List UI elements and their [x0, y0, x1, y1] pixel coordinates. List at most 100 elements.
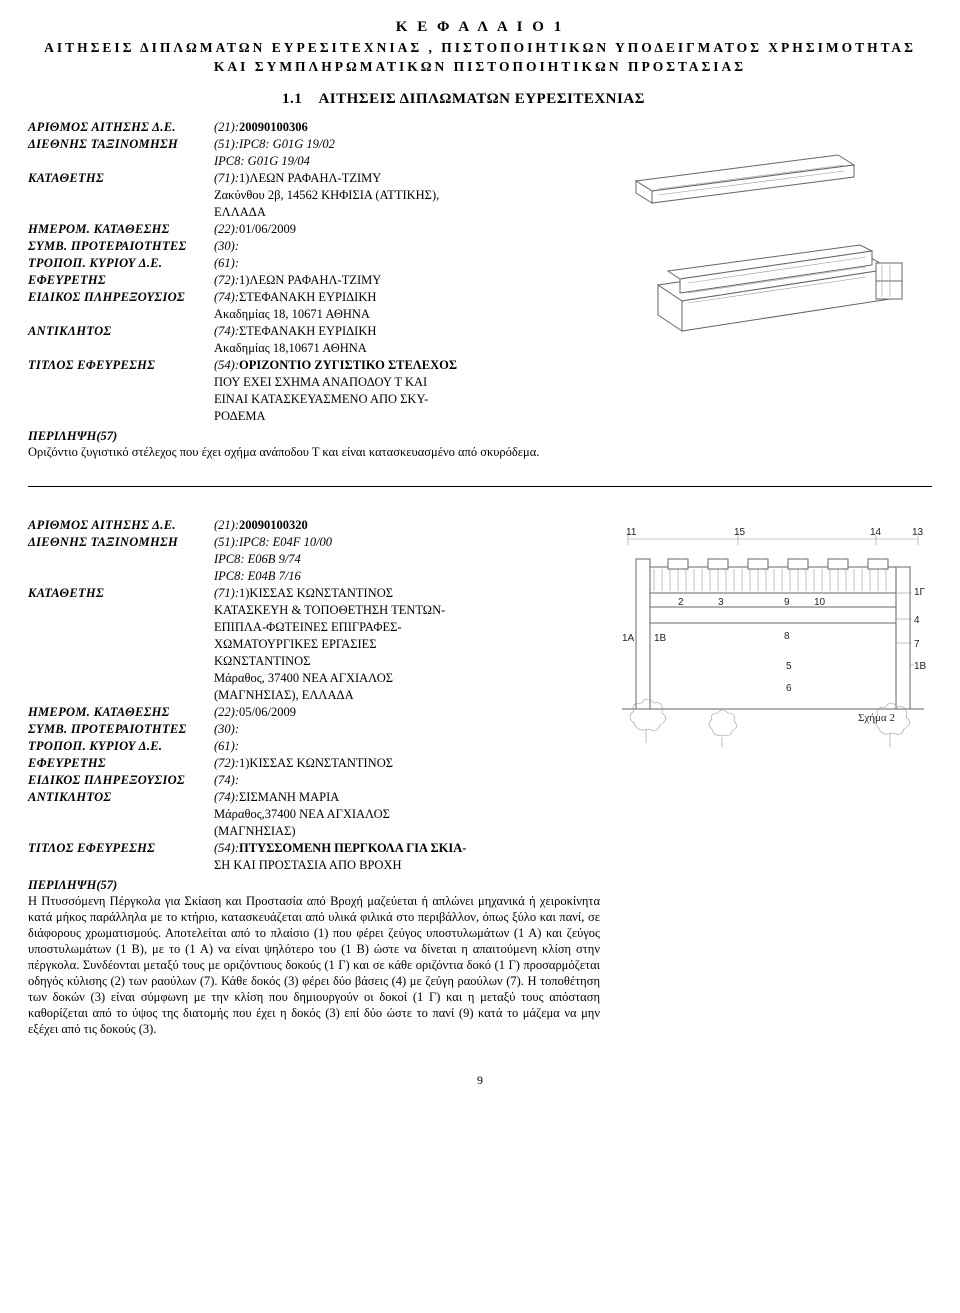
fig2-n1G: 1Γ	[914, 587, 926, 598]
entry1-inventor: 1)ΛΕΩΝ ΡΑΦΑΗΛ-ΤΖΙΜΥ	[239, 273, 381, 287]
fig2-n2: 2	[678, 597, 684, 608]
code-22: (22):	[214, 222, 239, 236]
fig2-n11: 11	[626, 527, 637, 538]
fig2-n7: 7	[914, 639, 920, 650]
entry2-inventor: 1)ΚΙΣΣΑΣ ΚΩΝΣΤΑΝΤΙΝΟΣ	[239, 756, 393, 770]
entry1-applicant1: 1)ΛΕΩΝ ΡΑΦΑΗΛ-ΤΖΙΜΥ	[239, 171, 381, 185]
entry2-filing-date: 05/06/2009	[239, 705, 296, 719]
entry2-ipc2: IPC8: E06B 9/74	[214, 552, 301, 566]
fig2-n15: 15	[734, 527, 746, 538]
code-72: (72):	[214, 273, 239, 287]
chapter-line2: ΑΙΤΗΣΕΙΣ ΔΙΠΛΩΜΑΤΩΝ ΕΥΡΕΣΙΤΕΧΝΙΑΣ , ΠΙΣΤ…	[28, 39, 932, 56]
code-71-2: (71):	[214, 586, 239, 600]
entry2-applicant7: (ΜΑΓΝΗΣΙΑΣ), ΕΛΛΑΔΑ	[214, 687, 600, 703]
fig2-n3: 3	[718, 597, 724, 608]
entry2-app-no: 20090100320	[239, 518, 308, 532]
chapter-header: Κ Ε Φ Α Λ Α Ι Ο 1 ΑΙΤΗΣΕΙΣ ΔΙΠΛΩΜΑΤΩΝ ΕΥ…	[28, 18, 932, 76]
entry1-ipc2: IPC8: G01G 19/04	[214, 154, 310, 168]
entry1-app-no: 20090100306	[239, 120, 308, 134]
section-number: 1.1	[282, 91, 302, 107]
label-priority: ΣΥΜΒ. ΠΡΟΤΕΡΑΙΟΤΗΤΕΣ	[28, 238, 214, 254]
entry1-abstract: Οριζόντιο ζυγιστικό στέλεχος που έχει σχ…	[28, 444, 600, 460]
fig2-n1A: 1Α	[622, 633, 635, 644]
entry2-applicant2: ΚΑΤΑΣΚΕΥΗ & ΤΟΠΟΘΕΤΗΣΗ ΤΕΝΤΩΝ-	[214, 602, 600, 618]
label-rep-2: ΑΝΤΙΚΛΗΤΟΣ	[28, 789, 214, 805]
chapter-line1: Κ Ε Φ Α Λ Α Ι Ο 1	[28, 18, 932, 37]
label-main-amend-2: ΤΡΟΠΟΠ. ΚΥΡΙΟΥ Δ.Ε.	[28, 738, 214, 754]
entry2-applicant3: ΕΠΙΠΛΑ-ΦΩΤΕΙΝΕΣ ΕΠΙΓΡΑΦΕΣ-	[214, 619, 600, 635]
figure-iso-beam	[618, 125, 918, 385]
entry1-agent2: Ακαδημίας 18, 10671 ΑΘΗΝΑ	[214, 306, 600, 322]
entry2-abstract: Η Πτυσσόμενη Πέργκολα για Σκίαση και Προ…	[28, 893, 600, 1037]
code-61-2: (61):	[214, 739, 239, 753]
code-51-2: (51):	[214, 535, 239, 549]
label-title: ΤΙΤΛΟΣ ΕΦΕΥΡΕΣΗΣ	[28, 357, 214, 373]
label-priority-2: ΣΥΜΒ. ΠΡΟΤΕΡΑΙΟΤΗΤΕΣ	[28, 721, 214, 737]
entry1-title3: ΕΙΝΑΙ ΚΑΤΑΣΚΕΥΑΣΜΕΝΟ ΑΠΟ ΣΚΥ-	[214, 391, 600, 407]
fig2-n13: 13	[912, 527, 924, 538]
entry2-rep1: ΣΙΣΜΑΝΗ ΜΑΡΙΑ	[239, 790, 339, 804]
patent-entry-1: ΑΡΙΘΜΟΣ ΑΙΤΗΣΗΣ Δ.Ε. (21):20090100306 ΔΙ…	[28, 119, 932, 460]
label-abstract: ΠΕΡΙΛΗΨΗ(57)	[28, 428, 600, 444]
fig2-n10: 10	[814, 597, 826, 608]
code-22-2: (22):	[214, 705, 239, 719]
entry1-figure	[618, 119, 932, 460]
chapter-line3: ΚΑΙ ΣΥΜΠΛΗΡΩΜΑΤΙΚΩΝ ΠΙΣΤΟΠΟΙΗΤΙΚΩΝ ΠΡΟΣΤ…	[28, 58, 932, 75]
entry2-figure: 11 15 14 13	[618, 517, 932, 1037]
entry2-rep2: Μάραθος,37400 ΝΕΑ ΑΓΧΙΑΛΟΣ	[214, 806, 600, 822]
label-abstract-2: ΠΕΡΙΛΗΨΗ(57)	[28, 877, 600, 893]
label-agent-2: ΕΙΔΙΚΟΣ ΠΛΗΡΕΞΟΥΣΙΟΣ	[28, 772, 214, 788]
page-number: 9	[28, 1073, 932, 1088]
entry2-ipc1: IPC8: E04F 10/00	[239, 535, 332, 549]
label-app-no: ΑΡΙΘΜΟΣ ΑΙΤΗΣΗΣ Δ.Ε.	[28, 119, 214, 135]
entry2-applicant1: 1)ΚΙΣΣΑΣ ΚΩΝΣΤΑΝΤΙΝΟΣ	[239, 586, 393, 600]
code-30-2: (30):	[214, 722, 239, 736]
code-74a-2: (74):	[214, 773, 239, 787]
section-title: 1.1 ΑΙΤΗΣΕΙΣ ΔΙΠΛΩΜΑΤΩΝ ΕΥΡΕΣΙΤΕΧΝΙΑΣ	[282, 90, 932, 109]
label-inventor-2: ΕΦΕΥΡΕΤΗΣ	[28, 755, 214, 771]
entry1-title1: ΟΡΙΖΟΝΤΙΟ ΖΥΓΙΣΤΙΚΟ ΣΤΕΛΕΧΟΣ	[239, 358, 457, 372]
code-54-2: (54):	[214, 841, 239, 855]
entry1-applicant2: Ζακύνθου 2β, 14562 ΚΗΦΙΣΙΑ (ΑΤΤΙΚΗΣ),	[214, 187, 600, 203]
label-main-amend: ΤΡΟΠΟΠ. ΚΥΡΙΟΥ Δ.Ε.	[28, 255, 214, 271]
fig2-n6: 6	[786, 683, 792, 694]
label-app-no-2: ΑΡΙΘΜΟΣ ΑΙΤΗΣΗΣ Δ.Ε.	[28, 517, 214, 533]
label-title-2: ΤΙΤΛΟΣ ΕΦΕΥΡΕΣΗΣ	[28, 840, 214, 856]
code-74b: (74):	[214, 324, 239, 338]
label-agent: ΕΙΔΙΚΟΣ ΠΛΗΡΕΞΟΥΣΙΟΣ	[28, 289, 214, 305]
fig2-n9: 9	[784, 597, 790, 608]
entry2-title2: ΣΗ ΚΑΙ ΠΡΟΣΤΑΣΙΑ ΑΠΟ ΒΡΟΧΗ	[214, 857, 600, 873]
label-int-class-2: ΔΙΕΘΝΗΣ ΤΑΞΙΝΟΜΗΣΗ	[28, 534, 214, 550]
code-72-2: (72):	[214, 756, 239, 770]
entry1-title4: ΡΟΔΕΜΑ	[214, 408, 600, 424]
label-filing-date-2: ΗΜΕΡΟΜ. ΚΑΤΑΘΕΣΗΣ	[28, 704, 214, 720]
fig2-n8: 8	[784, 631, 790, 642]
separator-rule	[28, 486, 932, 487]
label-rep: ΑΝΤΙΚΛΗΤΟΣ	[28, 323, 214, 339]
fig2-n1B-l: 1Β	[654, 633, 667, 644]
entry2-rep3: (ΜΑΓΝΗΣΙΑΣ)	[214, 823, 600, 839]
entry1-ipc1: IPC8: G01G 19/02	[239, 137, 335, 151]
code-54: (54):	[214, 358, 239, 372]
label-applicant: ΚΑΤΑΘΕΤΗΣ	[28, 170, 214, 186]
label-inventor: ΕΦΕΥΡΕΤΗΣ	[28, 272, 214, 288]
entry2-title1: ΠΤΥΣΣΟΜΕΝΗ ΠΕΡΓΚΟΛΑ ΓΙΑ ΣΚΙΑ-	[239, 841, 466, 855]
fig2-n4: 4	[914, 615, 920, 626]
fig2-n14: 14	[870, 527, 882, 538]
section-name: ΑΙΤΗΣΕΙΣ ΔΙΠΛΩΜΑΤΩΝ ΕΥΡΕΣΙΤΕΧΝΙΑΣ	[318, 91, 645, 107]
entry2-ipc3: IPC8: E04B 7/16	[214, 569, 301, 583]
code-21: (21):	[214, 120, 239, 134]
code-71: (71):	[214, 171, 239, 185]
entry1-title2: ΠΟΥ ΕΧΕΙ ΣΧΗΜΑ ΑΝΑΠΟΔΟΥ Τ ΚΑΙ	[214, 374, 600, 390]
code-30: (30):	[214, 239, 239, 253]
code-21-2: (21):	[214, 518, 239, 532]
fig2-n5: 5	[786, 661, 792, 672]
entry1-applicant3: ΕΛΛΑΔΑ	[214, 204, 600, 220]
code-61: (61):	[214, 256, 239, 270]
label-int-class: ΔΙΕΘΝΗΣ ΤΑΞΙΝΟΜΗΣΗ	[28, 136, 214, 152]
fig2-caption: Σχήμα 2	[858, 712, 895, 724]
entry2-fields: ΑΡΙΘΜΟΣ ΑΙΤΗΣΗΣ Δ.Ε. (21):20090100320 ΔΙ…	[28, 517, 600, 1037]
entry1-rep1: ΣΤΕΦΑΝΑΚΗ ΕΥΡΙΔΙΚΗ	[239, 324, 376, 338]
entry2-applicant6: Μάραθος, 37400 ΝΕΑ ΑΓΧΙΑΛΟΣ	[214, 670, 600, 686]
code-74b-2: (74):	[214, 790, 239, 804]
